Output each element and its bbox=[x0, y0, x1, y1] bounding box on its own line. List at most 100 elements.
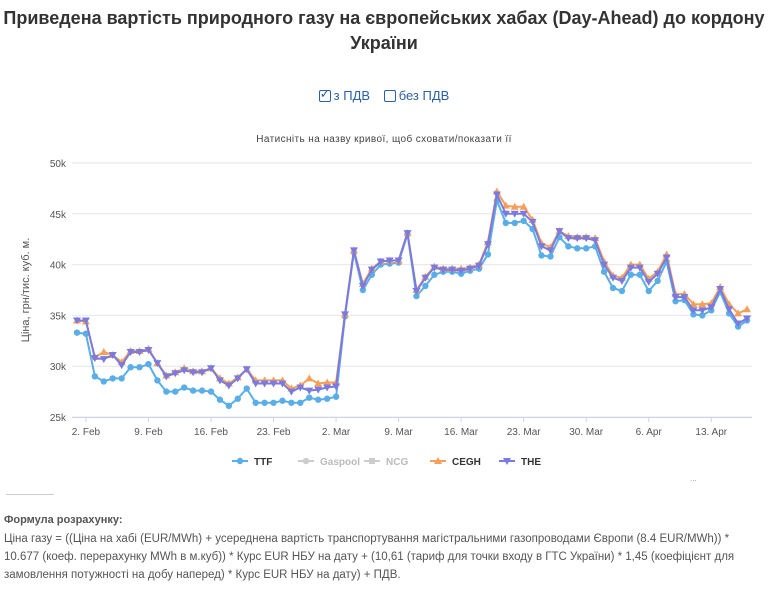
data-point-ttf bbox=[243, 385, 250, 392]
data-point-the bbox=[162, 373, 171, 381]
data-point-ttf bbox=[82, 330, 90, 337]
data-point-ttf bbox=[431, 271, 438, 278]
data-point-ttf bbox=[332, 393, 340, 400]
x-tick-label: 23. Mar bbox=[507, 427, 542, 438]
x-tick-label: 16. Mar bbox=[444, 427, 479, 438]
data-point-the bbox=[617, 277, 626, 285]
data-point-the bbox=[492, 191, 501, 199]
y-tick-label: 40k bbox=[50, 261, 67, 272]
data-point-the bbox=[117, 362, 126, 370]
data-point-cegh bbox=[510, 202, 519, 210]
data-point-the bbox=[510, 210, 519, 218]
data-point-ttf bbox=[583, 245, 590, 252]
data-point-ttf bbox=[565, 243, 572, 250]
checkbox-checked-icon[interactable] bbox=[318, 87, 331, 102]
data-point-ttf bbox=[189, 387, 197, 394]
legend-item-cegh[interactable]: CEGH bbox=[452, 457, 481, 468]
x-tick-label: 2. Feb bbox=[72, 427, 101, 438]
data-point-ttf bbox=[323, 395, 331, 402]
data-point-the bbox=[108, 352, 117, 360]
data-point-ttf bbox=[261, 399, 268, 406]
data-point-the bbox=[430, 264, 439, 272]
data-point-the bbox=[403, 230, 412, 238]
data-point-ttf bbox=[216, 396, 224, 403]
data-point-the bbox=[144, 346, 153, 354]
data-point-the bbox=[743, 315, 751, 323]
data-point-the bbox=[734, 320, 743, 328]
data-point-the bbox=[73, 317, 81, 325]
data-point-ttf bbox=[315, 396, 322, 403]
x-tick-label: 13. Apr bbox=[695, 427, 727, 438]
vat-toggle-group: з ПДВ без ПДВ bbox=[0, 87, 768, 105]
data-point-the bbox=[573, 235, 582, 243]
legend-marker-icon bbox=[302, 457, 310, 465]
y-tick-label: 45k bbox=[50, 210, 67, 221]
data-point-the bbox=[439, 266, 448, 274]
data-point-the bbox=[421, 274, 430, 282]
data-point-ttf bbox=[225, 402, 233, 410]
data-point-ttf bbox=[502, 219, 509, 227]
data-point-the bbox=[483, 241, 492, 249]
data-point-the bbox=[189, 369, 198, 377]
data-point-the bbox=[644, 278, 653, 286]
data-point-the bbox=[287, 388, 296, 396]
data-point-ttf bbox=[672, 297, 679, 305]
data-point-ttf bbox=[163, 388, 170, 395]
data-point-the bbox=[385, 257, 394, 265]
data-point-ttf bbox=[181, 384, 188, 391]
data-point-ttf bbox=[270, 399, 277, 406]
data-point-the bbox=[653, 270, 662, 278]
data-point-the bbox=[591, 237, 600, 245]
y-tick-label: 50k bbox=[50, 159, 67, 170]
data-point-ttf bbox=[100, 378, 108, 385]
legend-marker-icon bbox=[236, 457, 244, 465]
vat-option-with[interactable]: з ПДВ bbox=[318, 87, 371, 103]
data-point-cegh bbox=[323, 378, 332, 386]
data-point-ttf bbox=[511, 219, 518, 227]
data-point-the bbox=[555, 228, 564, 236]
data-point-the bbox=[314, 386, 323, 394]
data-point-the bbox=[215, 377, 224, 385]
data-point-the bbox=[305, 387, 314, 395]
vat-option-with-label: з ПДВ bbox=[333, 88, 371, 103]
data-point-ttf bbox=[118, 375, 125, 382]
legend-item-the[interactable]: THE bbox=[521, 457, 541, 468]
legend-item-ttf[interactable]: TTF bbox=[254, 457, 272, 468]
data-point-ttf bbox=[288, 399, 295, 406]
checkbox-unchecked-icon[interactable] bbox=[383, 89, 396, 102]
x-tick-label: 2. Mar bbox=[322, 427, 351, 438]
data-point-the bbox=[466, 265, 475, 273]
data-point-the bbox=[725, 306, 734, 314]
data-point-cegh bbox=[698, 300, 707, 308]
chart-credits: ... bbox=[690, 474, 697, 483]
legend-item-gaspool[interactable]: Gaspool bbox=[320, 457, 360, 468]
x-tick-label: 30. Mar bbox=[569, 427, 604, 438]
data-point-the bbox=[707, 304, 716, 312]
data-point-cegh bbox=[734, 309, 743, 317]
data-point-ttf bbox=[627, 271, 635, 278]
data-point-the bbox=[528, 218, 537, 226]
data-point-the bbox=[171, 370, 180, 378]
line-chart: 25k 30k 35k 40k 45k 50k 2. Feb 9. Feb 16. Feb 23.… bbox=[20, 159, 752, 468]
data-point-ttf bbox=[690, 311, 697, 318]
series-line-the bbox=[77, 191, 748, 393]
legend-marker-icon bbox=[369, 458, 375, 464]
data-point-the bbox=[626, 264, 635, 272]
data-point-ttf bbox=[359, 286, 367, 294]
data-point-the bbox=[358, 282, 367, 290]
data-point-the bbox=[537, 243, 546, 251]
data-point-the bbox=[698, 307, 707, 315]
data-point-cegh bbox=[743, 305, 751, 313]
legend-item-ncg[interactable]: NCG bbox=[386, 457, 408, 468]
data-point-ttf bbox=[154, 377, 161, 384]
data-point-ttf bbox=[413, 292, 420, 300]
data-point-ttf bbox=[422, 282, 429, 290]
data-point-ttf bbox=[109, 375, 116, 382]
formula-text: Ціна газу = ((Ціна на хабі (EUR/MWh) + у… bbox=[4, 533, 735, 581]
x-tick-label: 9. Mar bbox=[384, 427, 413, 438]
data-point-the bbox=[671, 294, 680, 302]
x-tick-label: 16. Feb bbox=[194, 427, 228, 438]
vat-option-without[interactable]: без ПДВ bbox=[383, 88, 449, 103]
data-point-the bbox=[501, 210, 510, 218]
data-point-ttf bbox=[145, 360, 152, 368]
